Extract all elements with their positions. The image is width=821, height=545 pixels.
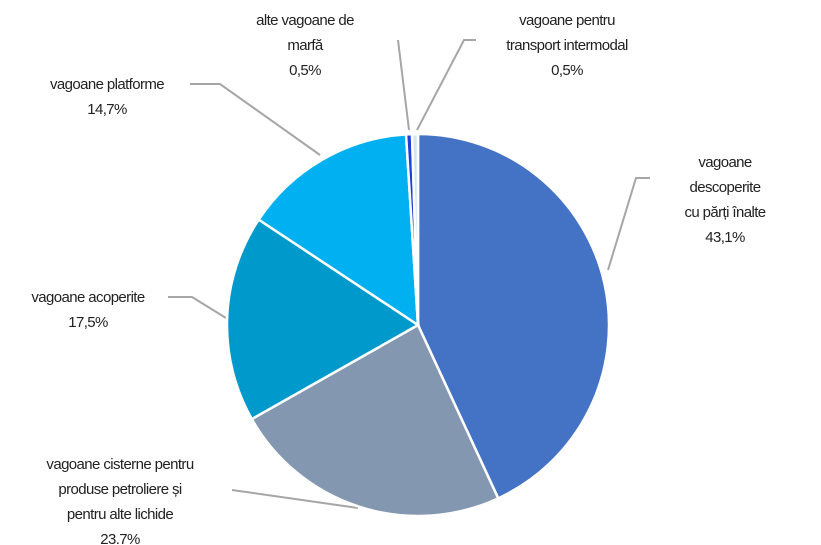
leader-line (607, 177, 650, 271)
pie-slice (416, 132, 611, 500)
value-label: 23.7% (100, 531, 140, 545)
leader-line (416, 39, 476, 131)
slice-label: vagoane descoperite cu părți înalte 43,1% (677, 150, 773, 250)
value-label: 0,5% (289, 62, 321, 79)
slice-label: vagoane pentru transport intermodal 0,5% (506, 8, 628, 83)
label-name: vagoane descoperite cu părți înalte (684, 154, 766, 221)
slice-label: vagoane platforme 14,7% (49, 72, 165, 122)
label-name: vagoane acoperite (31, 289, 145, 306)
slice-label: vagoane acoperite 17,5% (31, 285, 145, 335)
label-name: vagoane cisterne pentru produse petrolie… (46, 456, 194, 523)
slice-label: alte vagoane de marfă 0,5% (256, 8, 354, 83)
leader-line (397, 39, 410, 131)
label-name: vagoane platforme (49, 76, 165, 93)
slice-label: vagoane cisterne pentru produse petrolie… (46, 452, 194, 545)
value-label: 0,5% (551, 62, 583, 79)
pie-slice (256, 133, 420, 328)
label-name: vagoane pentru transport intermodal (506, 12, 628, 54)
leader-line (168, 296, 227, 319)
leader-line (231, 489, 359, 509)
value-label: 17,5% (68, 314, 108, 331)
pie-slice (250, 323, 500, 518)
pie-slice (410, 132, 420, 326)
leader-line (190, 83, 321, 156)
value-label: 43,1% (705, 229, 745, 246)
value-label: 14,7% (87, 101, 127, 118)
pie-slice (225, 217, 421, 421)
label-name: alte vagoane de marfă (256, 12, 354, 54)
